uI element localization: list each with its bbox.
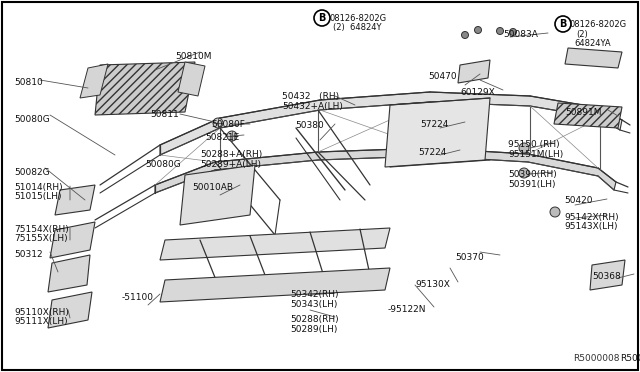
Polygon shape xyxy=(55,185,95,215)
Text: -95122N: -95122N xyxy=(388,305,426,314)
Text: 60129X: 60129X xyxy=(460,88,495,97)
Polygon shape xyxy=(180,165,255,225)
Text: 50010AB: 50010AB xyxy=(192,183,233,192)
Polygon shape xyxy=(80,64,108,98)
Text: 95110X(RH): 95110X(RH) xyxy=(14,308,69,317)
Polygon shape xyxy=(178,62,205,96)
Text: R5000008: R5000008 xyxy=(620,354,640,363)
Polygon shape xyxy=(160,228,390,260)
Circle shape xyxy=(519,143,529,153)
Circle shape xyxy=(497,28,504,35)
Circle shape xyxy=(519,168,529,178)
Text: 95143X(LH): 95143X(LH) xyxy=(564,222,618,231)
Text: 50288(RH): 50288(RH) xyxy=(290,315,339,324)
Text: 95151M(LH): 95151M(LH) xyxy=(508,150,563,159)
Polygon shape xyxy=(160,268,390,302)
Text: 50368: 50368 xyxy=(592,272,621,281)
Text: 51015(LH): 51015(LH) xyxy=(14,192,61,201)
Polygon shape xyxy=(155,148,616,193)
Circle shape xyxy=(213,118,223,128)
Text: 50080F: 50080F xyxy=(211,120,245,129)
Text: 50289(LH): 50289(LH) xyxy=(290,325,337,334)
Text: 08126-8202G: 08126-8202G xyxy=(330,14,387,23)
Text: (2)  64824Y: (2) 64824Y xyxy=(333,23,381,32)
Polygon shape xyxy=(565,48,622,68)
Circle shape xyxy=(461,32,468,38)
Text: 50810: 50810 xyxy=(14,78,43,87)
Text: 75155X(LH): 75155X(LH) xyxy=(14,234,68,243)
Text: 50432   (RH): 50432 (RH) xyxy=(282,92,339,101)
Text: 50390(RH): 50390(RH) xyxy=(508,170,557,179)
Text: 08126-8202G: 08126-8202G xyxy=(570,20,627,29)
Text: 50082G: 50082G xyxy=(14,168,50,177)
Text: (2): (2) xyxy=(576,30,588,39)
Text: 50083A: 50083A xyxy=(503,30,538,39)
Text: 50288+A(RH): 50288+A(RH) xyxy=(200,150,262,159)
Polygon shape xyxy=(590,260,625,290)
Polygon shape xyxy=(554,103,622,128)
Text: B: B xyxy=(559,19,566,29)
Text: 64824YA: 64824YA xyxy=(574,39,611,48)
Text: 50080G: 50080G xyxy=(145,160,180,169)
Polygon shape xyxy=(385,98,490,167)
Text: 50811: 50811 xyxy=(150,110,179,119)
Text: 50470: 50470 xyxy=(428,72,456,81)
Polygon shape xyxy=(50,222,95,258)
Text: 75154X(RH): 75154X(RH) xyxy=(14,225,68,234)
Text: 50432+A(LH): 50432+A(LH) xyxy=(282,102,343,111)
Circle shape xyxy=(227,131,237,141)
Polygon shape xyxy=(95,62,195,115)
Text: 50342(RH): 50342(RH) xyxy=(290,290,339,299)
Text: 50420: 50420 xyxy=(564,196,593,205)
Text: 51014(RH): 51014(RH) xyxy=(14,183,63,192)
Polygon shape xyxy=(160,92,622,155)
Text: 50289+A(LH): 50289+A(LH) xyxy=(200,160,261,169)
Text: 50312: 50312 xyxy=(14,250,43,259)
Text: 95130X: 95130X xyxy=(415,280,450,289)
Text: -51100: -51100 xyxy=(122,293,154,302)
Text: 95111X(LH): 95111X(LH) xyxy=(14,317,68,326)
Circle shape xyxy=(509,29,516,35)
Text: 50821E: 50821E xyxy=(205,133,239,142)
Text: R5000008: R5000008 xyxy=(573,354,620,363)
Circle shape xyxy=(474,26,481,33)
Text: 95142X(RH): 95142X(RH) xyxy=(564,213,619,222)
Text: 50380: 50380 xyxy=(295,121,324,130)
Text: 50370: 50370 xyxy=(455,253,484,262)
Text: 50080G: 50080G xyxy=(14,115,50,124)
Text: 95150 (RH): 95150 (RH) xyxy=(508,140,559,149)
Text: 50810M: 50810M xyxy=(175,52,211,61)
Text: 50343(LH): 50343(LH) xyxy=(290,300,337,309)
Text: B: B xyxy=(318,13,326,23)
Circle shape xyxy=(550,207,560,217)
Polygon shape xyxy=(48,255,90,292)
Text: 57224: 57224 xyxy=(420,120,449,129)
Text: 50891M: 50891M xyxy=(565,108,602,117)
Polygon shape xyxy=(458,60,490,83)
Polygon shape xyxy=(48,292,92,328)
Text: 50391(LH): 50391(LH) xyxy=(508,180,556,189)
Text: 57224: 57224 xyxy=(418,148,446,157)
